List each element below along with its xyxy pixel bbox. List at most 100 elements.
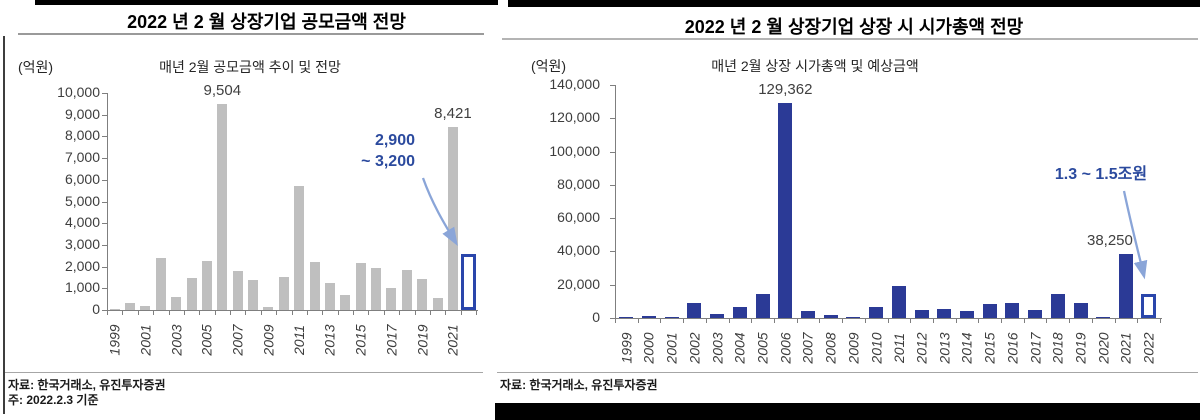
left-axis-unit-label: (억원): [18, 59, 54, 75]
x-tick-label-text: 2003: [709, 332, 726, 364]
x-tick-label: 2015: [981, 325, 999, 371]
bar-2010: [869, 307, 884, 318]
x-tick-mark: [107, 311, 108, 315]
y-tick-label: 6,000: [64, 170, 100, 187]
bar-2008: [823, 314, 838, 318]
x-tick-label: 2020: [1094, 325, 1112, 371]
x-tick-label-text: 2001: [663, 332, 680, 364]
x-tick-label: 2011: [290, 317, 308, 363]
right-chart-title: 2022 년 2 월 상장기업 상장 시 시가총액 전망: [684, 17, 1024, 37]
bar-1999: [619, 317, 634, 318]
x-tick-label: 2019: [1072, 325, 1090, 371]
x-tick-mark: [183, 311, 185, 315]
y-axis-line: [107, 93, 108, 310]
x-tick-label: 2013: [321, 317, 339, 363]
x-tick-label-text: 2005: [198, 324, 215, 356]
bar-2021: [447, 127, 458, 310]
bar-2015: [982, 304, 997, 318]
x-tick-label: 2005: [198, 317, 216, 363]
y-tick-mark: [102, 244, 107, 246]
y-tick-label: 9,000: [64, 105, 100, 122]
y-tick-label: 120,000: [549, 109, 600, 126]
bar-2007: [801, 310, 816, 318]
x-tick-label: 2008: [822, 325, 840, 371]
y-tick-mark: [102, 223, 107, 225]
bar-2012: [914, 309, 929, 318]
x-tick-label: 2009: [844, 325, 862, 371]
x-tick-label: 2012: [913, 325, 931, 371]
x-tick-label-text: 2013: [936, 332, 953, 364]
bar-2002: [687, 303, 702, 318]
x-tick-mark: [1046, 319, 1048, 323]
x-tick-label: 2007: [229, 317, 247, 363]
x-tick-label: 2017: [1026, 325, 1044, 371]
x-tick-mark: [660, 319, 662, 323]
x-tick-label-text: 2004: [731, 332, 748, 364]
x-tick-label: 2009: [259, 317, 277, 363]
x-tick-label: 2003: [167, 317, 185, 363]
x-tick-mark: [291, 311, 293, 315]
x-tick-mark: [214, 311, 216, 315]
x-tick-mark: [796, 319, 798, 323]
bar-2000: [642, 315, 657, 318]
left-note-text: 주: 2022.2.3 기준: [8, 393, 99, 407]
bar-2020: [432, 298, 443, 310]
bar-2007: [232, 271, 243, 310]
x-tick-mark: [683, 319, 685, 323]
y-tick-label: 10,000: [57, 84, 100, 100]
x-tick-mark: [932, 319, 934, 323]
x-tick-label: 2001: [663, 325, 681, 371]
x-tick-mark: [1160, 319, 1161, 323]
bar-2008: [248, 279, 259, 310]
bar-2005: [201, 261, 212, 310]
x-tick-mark: [245, 311, 247, 315]
x-tick-mark: [842, 319, 844, 323]
x-tick-label-text: 2019: [1072, 332, 1089, 364]
x-tick-mark: [230, 311, 231, 315]
bar-2006: [217, 103, 228, 310]
x-tick-label: 2010: [867, 325, 885, 371]
x-tick-mark: [322, 311, 324, 315]
x-tick-label: 2021: [444, 317, 462, 363]
bar-2000: [125, 303, 136, 310]
y-tick-mark: [102, 158, 107, 160]
forecast-range-label-line: 2,900: [374, 132, 415, 149]
y-tick-label: 3,000: [64, 235, 100, 252]
x-tick-label: 2000: [640, 325, 658, 371]
x-tick-mark: [122, 311, 124, 315]
x-tick-mark: [1091, 319, 1093, 323]
bar-2012: [309, 262, 320, 310]
right-source-divider: [497, 372, 1198, 373]
y-tick-mark: [102, 136, 107, 138]
bottom-black-bar: [495, 403, 1200, 420]
x-tick-label-text: 1999: [618, 332, 635, 364]
bar-2016: [1005, 303, 1020, 318]
bar-2004: [732, 307, 747, 318]
x-tick-label: 2022: [1140, 325, 1158, 371]
bar-2016: [371, 267, 382, 310]
bar-2001: [140, 306, 151, 310]
x-tick-label: 2015: [352, 317, 370, 363]
x-tick-mark: [1069, 319, 1071, 323]
y-tick-mark: [610, 151, 615, 153]
x-tick-mark: [414, 311, 416, 315]
x-tick-label-text: 1999: [106, 324, 123, 356]
x-axis-line: [107, 310, 478, 311]
x-tick-label: 2014: [958, 325, 976, 371]
x-tick-label-text: 2016: [1004, 332, 1021, 364]
bar-value-label: 9,504: [203, 81, 242, 99]
bar-2003: [171, 296, 182, 310]
bar-2017: [1028, 309, 1043, 318]
y-axis-line: [615, 85, 616, 318]
x-tick-label-text: 2003: [168, 324, 185, 356]
bar-2014: [340, 294, 351, 310]
x-tick-label-text: 2011: [890, 332, 907, 364]
y-tick-mark: [102, 266, 107, 268]
x-tick-mark: [751, 319, 753, 323]
x-tick-mark: [864, 319, 866, 323]
x-tick-label-text: 2010: [868, 332, 885, 364]
y-tick-mark: [102, 310, 107, 311]
y-tick-mark: [610, 318, 615, 319]
x-tick-label: 2018: [1049, 325, 1067, 371]
